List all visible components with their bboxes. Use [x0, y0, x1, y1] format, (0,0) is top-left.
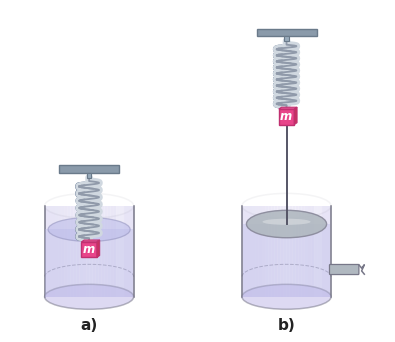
- FancyBboxPatch shape: [279, 109, 294, 124]
- Polygon shape: [243, 224, 330, 297]
- Polygon shape: [45, 229, 133, 297]
- Polygon shape: [242, 206, 331, 297]
- Ellipse shape: [48, 218, 130, 241]
- Polygon shape: [279, 107, 297, 109]
- Bar: [284, 36, 289, 41]
- Text: m: m: [82, 243, 94, 256]
- Ellipse shape: [242, 284, 331, 309]
- Ellipse shape: [242, 193, 331, 218]
- Bar: [256, 29, 316, 36]
- Bar: [87, 173, 92, 177]
- FancyBboxPatch shape: [81, 242, 97, 257]
- Ellipse shape: [45, 193, 134, 218]
- FancyBboxPatch shape: [329, 264, 359, 275]
- Ellipse shape: [263, 219, 310, 225]
- Polygon shape: [97, 240, 100, 257]
- Ellipse shape: [246, 210, 327, 238]
- Text: m: m: [280, 110, 292, 123]
- Text: a): a): [81, 318, 98, 332]
- Ellipse shape: [45, 284, 134, 309]
- Text: b): b): [278, 318, 295, 332]
- Polygon shape: [45, 206, 134, 297]
- Polygon shape: [294, 107, 297, 124]
- Bar: [59, 165, 119, 173]
- Polygon shape: [81, 240, 100, 242]
